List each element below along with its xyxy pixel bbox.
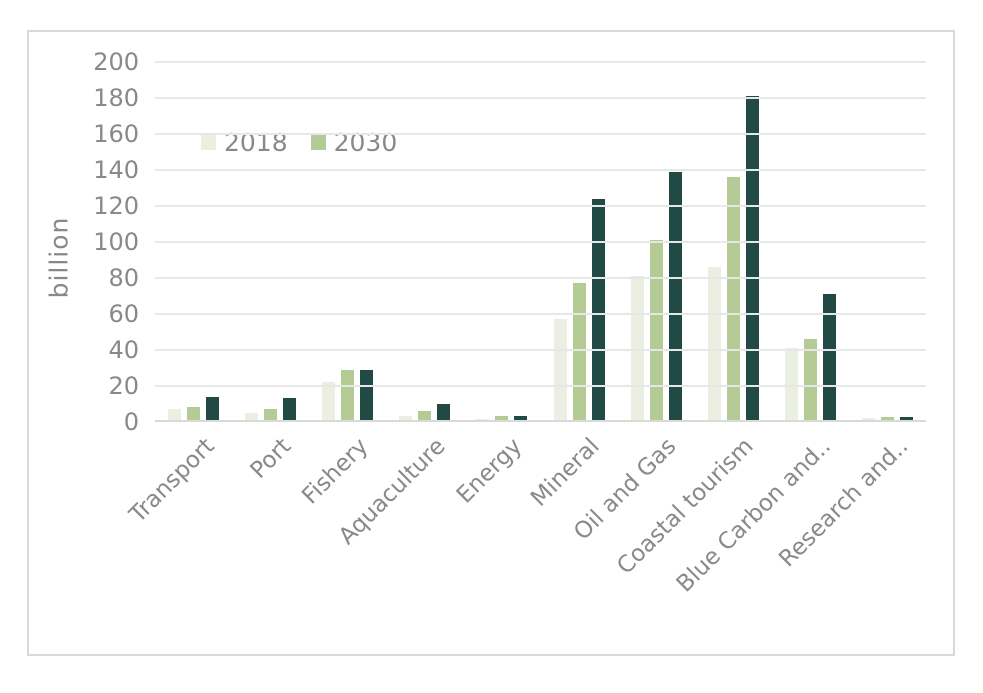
bar-series3-2 (283, 398, 297, 420)
bar-series1-2018-7 (630, 276, 644, 420)
y-tick-label-120: 120 (93, 192, 139, 220)
bar-series1-2018-8 (707, 267, 721, 420)
bar-groups: Transport Port Fishery Aquaculture Energy Min… (125, 62, 926, 598)
gridline-80 (155, 277, 926, 279)
gridline-160 (155, 133, 926, 135)
gridline-60 (155, 313, 926, 315)
y-tick-label-200: 200 (93, 48, 139, 76)
y-tick-label-100: 100 (93, 228, 139, 256)
bar-series3-5 (514, 415, 528, 420)
chart-frame: billion 2018 2030 Transport Port Fishery Aq… (27, 30, 955, 656)
legend-swatch-2030 (310, 135, 326, 150)
bar-series2-2030-8 (726, 177, 740, 420)
bar-group-research-and: Research and.. (774, 62, 926, 572)
bar-series1-2018-3 (322, 382, 336, 420)
bar-series3-4 (437, 403, 451, 420)
bar-series1-2018-1 (168, 409, 182, 420)
bar-series3-1 (206, 396, 220, 420)
bar-series1-2018-2 (245, 412, 259, 420)
y-tick-label-160: 160 (93, 120, 139, 148)
bar-series3-9 (822, 294, 836, 420)
y-tick-label-140: 140 (93, 156, 139, 184)
x-axis-label: Mineral (526, 433, 605, 512)
bar-series2-2030-3 (341, 369, 355, 420)
bar-series1-2018-9 (784, 348, 798, 420)
plot-area: Transport Port Fishery Aquaculture Energy Min… (125, 61, 926, 598)
y-tick-label-60: 60 (108, 300, 139, 328)
bar-series1-2018-6 (553, 319, 567, 420)
y-tick-label-80: 80 (108, 264, 139, 292)
gridline-140 (155, 169, 926, 171)
y-tick-label-20: 20 (108, 372, 139, 400)
bar-group-blue-carbon-and: Blue Carbon and.. (672, 62, 849, 598)
bar-group-transport: Transport (125, 62, 232, 528)
bar-series3-3 (360, 369, 374, 420)
bar-group-aquaculture: Aquaculture (334, 62, 463, 550)
bar-series2-2030-7 (649, 240, 663, 420)
bar-series2-2030-10 (880, 417, 894, 420)
x-axis-label: Port (245, 433, 297, 484)
bar-series1-2018-4 (399, 415, 413, 420)
x-axis-label: Energy (452, 433, 528, 509)
gridline-40 (155, 349, 926, 351)
bar-series3-6 (591, 198, 605, 420)
bar-group-energy: Energy (452, 62, 540, 509)
gridline-180 (155, 97, 926, 99)
x-axis-label: Fishery (297, 433, 374, 510)
x-axis-label: Coastal tourism (612, 433, 759, 580)
gridline-200 (155, 61, 926, 63)
bar-series2-2030-9 (803, 339, 817, 420)
bar-series3-7 (668, 171, 682, 420)
y-tick-label-40: 40 (108, 336, 139, 364)
y-tick-label-180: 180 (93, 84, 139, 112)
gridline-100 (155, 241, 926, 243)
bar-series3-8 (745, 96, 759, 420)
bar-series2-2030-6 (572, 283, 586, 420)
bar-series2-2030-1 (187, 407, 201, 420)
legend-swatch-2018 (201, 135, 216, 150)
gridline-120 (155, 205, 926, 207)
gridline-20 (155, 385, 926, 387)
y-tick-label-0: 0 (123, 408, 139, 436)
bar-series2-2030-4 (418, 411, 432, 420)
bar-series2-2030-5 (495, 416, 509, 420)
bar-group-oil-and-gas: Oil and Gas (570, 62, 695, 546)
bar-series3-10 (899, 417, 913, 420)
x-axis-label: Transport (124, 433, 220, 529)
bar-group-port: Port (232, 62, 309, 484)
bar-group-coastal-tourism: Coastal tourism (613, 62, 772, 580)
bar-group-fishery: Fishery (297, 62, 386, 509)
bar-series1-2018-5 (476, 419, 490, 420)
bar-series1-2018-10 (861, 418, 875, 420)
bar-series2-2030-2 (264, 409, 278, 420)
